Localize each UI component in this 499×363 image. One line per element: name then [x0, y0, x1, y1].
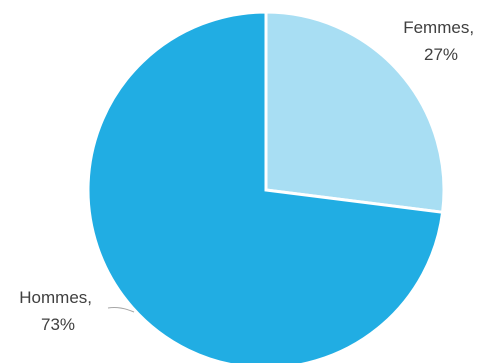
slice-label-femmes-value: 27%: [424, 45, 458, 64]
slice-label-femmes-name: Femmes,: [403, 18, 474, 37]
slice-label-hommes: Hommes, 73%: [19, 288, 96, 334]
pie-slice-femmes: [264, 10, 446, 214]
slice-label-femmes: Femmes, 27%: [403, 18, 479, 64]
leader-line-hommes: [107, 307, 135, 313]
pie-slice-hommes: [86, 10, 445, 363]
pie-slices: [86, 10, 446, 363]
slice-label-hommes-name: Hommes,: [19, 288, 92, 307]
slice-label-hommes-value: 73%: [41, 315, 75, 334]
